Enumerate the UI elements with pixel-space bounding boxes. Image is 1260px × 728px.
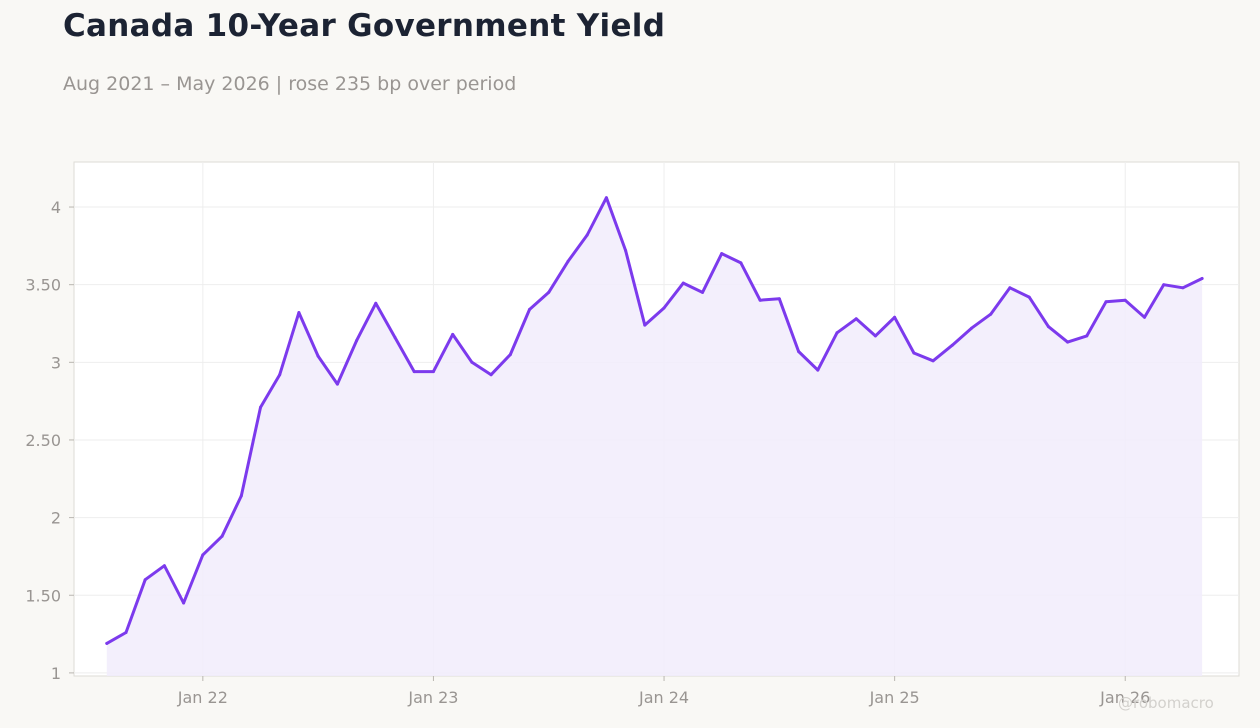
chart-title: Canada 10-Year Government Yield [63,8,666,44]
x-tick-label: Jan 24 [638,688,689,707]
data-point [893,315,897,319]
y-tick-label: 4 [51,198,61,217]
data-point [816,368,820,372]
data-point [393,336,397,339]
data-point [797,350,801,353]
data-point [451,332,455,336]
data-point [1027,295,1031,299]
x-tick-label: Jan 25 [869,688,920,707]
data-point [681,281,685,285]
data-point [239,494,243,498]
data-point [162,564,166,568]
data-point [758,298,762,302]
data-point [566,259,570,263]
data-point [412,370,416,374]
watermark: @robomacro [1118,694,1214,712]
data-point [854,317,858,321]
data-point [220,534,224,538]
data-point [1123,298,1127,302]
data-point [604,196,608,200]
data-point [431,370,435,374]
data-point [297,311,301,315]
x-axis: Jan 22 Jan 23 Jan 24 Jan 25 Jan 26 [177,676,1150,707]
y-tick-label: 1.50 [25,586,61,605]
data-point [873,334,877,338]
data-point [470,360,474,364]
data-point [835,331,839,335]
data-point [105,641,109,645]
data-point [970,326,973,330]
data-point [547,290,551,294]
data-point [585,233,589,237]
data-point [1181,286,1185,290]
series-area [106,197,1203,676]
data-point [143,578,147,582]
data-point [316,354,320,358]
y-tick-label: 2.50 [25,431,61,450]
y-tick-label: 1 [51,664,61,683]
x-tick-label: Jan 26 [1099,688,1150,707]
data-point [777,297,781,301]
data-point [1046,325,1050,329]
data-point [259,405,262,409]
data-point [1162,283,1166,287]
data-point [1104,300,1108,304]
data-point [989,312,993,316]
series-area-fill [106,197,1203,676]
data-point [508,353,512,357]
data-point [374,301,378,305]
data-point [1008,286,1012,290]
data-point [124,631,128,634]
data-point [335,382,339,386]
data-point [489,373,493,377]
chart-subtitle: Aug 2021 – May 2026 | rose 235 bp over p… [63,73,517,95]
series-line-path [105,196,1204,645]
y-tick-label: 3 [51,353,61,372]
data-point [528,308,531,311]
data-point [201,553,205,557]
data-point [182,601,186,605]
data-point [1066,340,1070,344]
data-point [701,290,704,294]
data-point [912,351,916,355]
data-point [950,343,954,347]
data-point [662,306,666,310]
x-tick-label: Jan 23 [407,688,458,707]
x-tick-label: Jan 22 [177,688,228,707]
data-point [720,252,724,256]
data-point [355,339,359,343]
y-axis: 1 1.50 2 2.50 3 3.50 4 [25,198,74,683]
data-point [1143,315,1146,319]
y-tick-label: 3.50 [25,276,61,295]
data-point [931,359,935,363]
y-tick-label: 2 [51,509,61,528]
series-line [105,196,1204,645]
data-point [278,373,282,377]
data-point [739,261,743,265]
data-point [1200,277,1204,280]
data-point [624,249,628,252]
data-point [1085,334,1089,338]
data-point [643,323,647,327]
